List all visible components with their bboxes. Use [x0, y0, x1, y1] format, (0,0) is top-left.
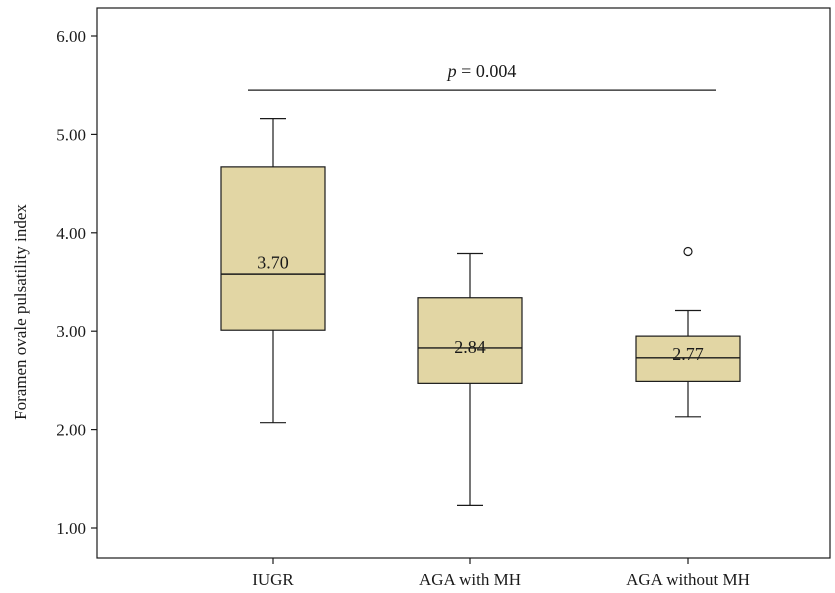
x-category-label: IUGR: [252, 570, 294, 589]
box-group: 2.84: [417, 252, 523, 506]
box-group: 2.77: [635, 246, 741, 418]
x-category-label: AGA without MH: [626, 570, 750, 589]
y-tick-label: 5.00: [56, 125, 86, 144]
plot-frame: [96, 7, 831, 559]
p-value: = 0.004: [457, 61, 517, 81]
y-tick-label: 3.00: [56, 322, 86, 341]
iqr-box: [417, 297, 523, 384]
p-symbol: p: [446, 61, 457, 81]
boxes-layer: 3.70 2.84 2.77: [220, 118, 741, 506]
y-tick-label: 2.00: [56, 421, 86, 440]
y-tick-label: 4.00: [56, 224, 86, 243]
x-axis-categories: IUGR AGA with MH AGA without MH: [252, 558, 750, 589]
p-value-label: p = 0.004: [446, 61, 517, 81]
iqr-box: [635, 335, 741, 382]
box-group: 3.70: [220, 118, 326, 424]
y-axis: 1.00 2.00 3.00 4.00 5.00 6.00: [56, 27, 97, 538]
y-tick-label: 6.00: [56, 27, 86, 46]
plot-border: [96, 7, 831, 559]
mean-value-label: 2.84: [454, 337, 486, 357]
y-tick-label: 1.00: [56, 519, 86, 538]
significance-annotation: p = 0.004: [248, 61, 716, 91]
outlier-point: [683, 246, 693, 257]
y-axis-label: Foramen ovale pulsatility index: [11, 204, 30, 420]
mean-value-label: 3.70: [257, 252, 289, 272]
iqr-box: [220, 166, 326, 331]
x-category-label: AGA with MH: [419, 570, 521, 589]
mean-value-label: 2.77: [672, 344, 704, 364]
